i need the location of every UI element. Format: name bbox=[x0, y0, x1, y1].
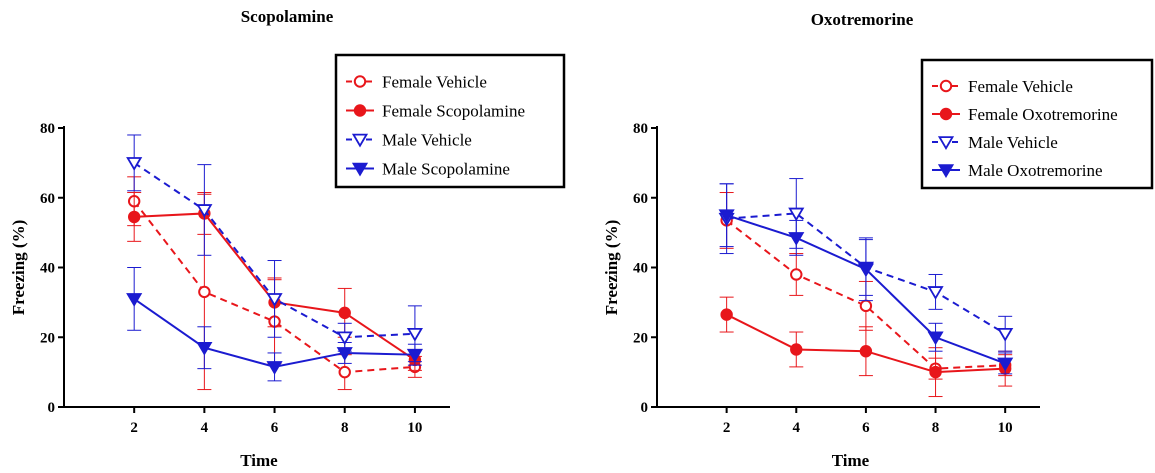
data-point bbox=[406, 348, 423, 363]
x-tick-label: 10 bbox=[998, 420, 1013, 436]
data-point bbox=[266, 361, 283, 375]
x-tick-label: 6 bbox=[271, 420, 279, 436]
legend-marker bbox=[939, 107, 953, 121]
legend-box bbox=[920, 58, 1154, 190]
x-tick-label: 6 bbox=[862, 420, 870, 436]
data-point bbox=[997, 357, 1014, 372]
x-tick-label: 10 bbox=[407, 420, 422, 436]
data-point bbox=[720, 308, 733, 321]
data-point bbox=[406, 327, 423, 342]
legend-label: Female Vehicle bbox=[382, 73, 487, 92]
data-point bbox=[198, 285, 211, 299]
x-tick-label: 4 bbox=[201, 420, 209, 436]
data-point bbox=[196, 204, 213, 218]
legend-label: Male Vehicle bbox=[382, 131, 472, 150]
legend-label: Male Vehicle bbox=[968, 133, 1058, 152]
data-point bbox=[927, 286, 944, 300]
series-line bbox=[726, 219, 1006, 370]
legend-marker bbox=[939, 79, 953, 93]
data-point bbox=[788, 232, 805, 246]
series-1 bbox=[719, 296, 1013, 398]
data-point bbox=[859, 299, 873, 313]
chart-title: Scopolamine bbox=[241, 7, 334, 26]
legend-label: Female Oxotremorine bbox=[968, 105, 1118, 124]
legend-marker bbox=[937, 136, 955, 150]
legend-marker bbox=[351, 133, 369, 148]
data-point bbox=[859, 345, 873, 358]
data-point bbox=[266, 293, 283, 307]
y-axis-label: Freezing (%) bbox=[9, 220, 28, 316]
legend-label: Male Scopolamine bbox=[382, 160, 510, 179]
data-point bbox=[336, 347, 353, 361]
y-tick-label: 40 bbox=[633, 261, 648, 277]
data-point bbox=[790, 343, 803, 356]
legend-marker bbox=[351, 162, 369, 177]
legend: Female Vehicle Female Oxotremorine Male Ve… bbox=[920, 58, 1154, 190]
data-point bbox=[997, 327, 1014, 342]
data-point bbox=[927, 331, 944, 346]
data-point bbox=[196, 341, 213, 356]
x-tick-label: 2 bbox=[723, 420, 731, 436]
series-3 bbox=[126, 267, 423, 382]
x-tick-label: 4 bbox=[793, 420, 801, 436]
y-axis-label: Freezing (%) bbox=[602, 220, 621, 316]
data-point bbox=[788, 207, 805, 222]
data-point bbox=[718, 209, 735, 224]
y-tick-label: 0 bbox=[641, 400, 649, 416]
x-tick-label: 8 bbox=[932, 420, 940, 436]
series-3 bbox=[718, 183, 1014, 375]
x-axis-label: Time bbox=[240, 451, 278, 470]
data-point bbox=[127, 210, 141, 224]
y-tick-label: 80 bbox=[40, 121, 55, 137]
x-tick-label: 8 bbox=[341, 420, 349, 436]
legend-label: Female Scopolamine bbox=[382, 102, 525, 121]
legend-marker bbox=[937, 164, 955, 178]
data-point bbox=[790, 268, 803, 281]
data-point bbox=[929, 365, 942, 379]
y-tick-label: 0 bbox=[48, 400, 56, 416]
oxotremorine-panel: Oxotremorine 0 20 40 60 80 2 4 6 8 10 Time Freezing … bbox=[602, 10, 1154, 470]
y-tick-label: 60 bbox=[633, 191, 648, 207]
y-tick-label: 20 bbox=[633, 330, 648, 346]
chart-title: Oxotremorine bbox=[811, 10, 914, 29]
legend-box bbox=[334, 53, 566, 189]
legend-marker bbox=[353, 75, 367, 88]
y-tick-label: 20 bbox=[40, 330, 55, 346]
x-axis-label: Time bbox=[832, 451, 870, 470]
legend-label: Male Oxotremorine bbox=[968, 161, 1103, 180]
data-point bbox=[336, 331, 353, 346]
data-point bbox=[126, 293, 143, 307]
series-line bbox=[133, 200, 415, 374]
legend-label: Female Vehicle bbox=[968, 77, 1073, 96]
y-tick-label: 40 bbox=[40, 261, 55, 277]
data-point bbox=[126, 157, 143, 171]
data-point bbox=[338, 365, 351, 379]
x-tick-label: 2 bbox=[130, 420, 138, 436]
y-tick-label: 60 bbox=[40, 191, 55, 207]
data-point bbox=[338, 306, 351, 320]
data-point bbox=[857, 263, 874, 278]
y-tick-label: 80 bbox=[633, 121, 648, 137]
legend: Female Vehicle Female Scopolamine Male Veh… bbox=[334, 53, 566, 189]
legend-marker bbox=[353, 104, 367, 117]
scopolamine-panel: Scopolamine 0 20 40 60 80 2 4 6 8 10 Time Freezing (… bbox=[9, 7, 566, 470]
